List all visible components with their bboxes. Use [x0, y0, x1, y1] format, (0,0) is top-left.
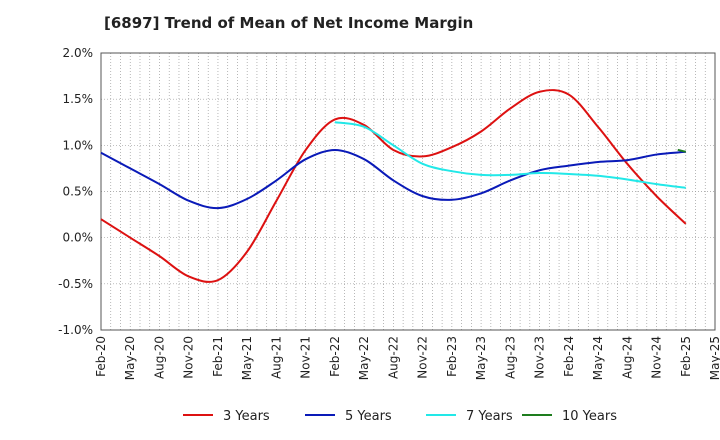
x-tick-label: Feb-25 — [679, 336, 693, 377]
x-tick-label: May-20 — [123, 336, 137, 380]
grid-lines — [101, 52, 715, 331]
x-tick-label: Aug-21 — [269, 336, 283, 379]
y-tick-label: 0.5% — [63, 185, 94, 199]
series-lines — [100, 89, 687, 283]
chart-title: [6897] Trend of Mean of Net Income Margi… — [104, 14, 474, 32]
x-tick-label: May-23 — [474, 336, 488, 380]
legend-label: 7 Years — [466, 409, 513, 424]
x-tick-label: Nov-20 — [182, 336, 196, 379]
series-line-10-years — [677, 148, 687, 153]
legend-label: 3 Years — [223, 409, 270, 424]
series-line-7-years — [334, 121, 686, 189]
y-tick-label: -1.0% — [58, 323, 93, 337]
x-tick-label: May-25 — [708, 336, 720, 380]
x-tick-label: Feb-23 — [445, 336, 459, 377]
x-tick-label: Nov-24 — [650, 336, 664, 379]
x-tick-label: May-21 — [240, 336, 254, 380]
x-tick-label: Feb-21 — [211, 336, 225, 377]
y-tick-label: -0.5% — [58, 277, 93, 291]
legend: 3 Years 5 Years 7 Years 10 Years — [183, 409, 617, 424]
x-tick-label: May-24 — [591, 336, 605, 380]
legend-label: 10 Years — [562, 409, 617, 424]
x-tick-label: Aug-20 — [152, 336, 166, 379]
x-tick-label: Aug-22 — [386, 336, 400, 379]
x-tick-label: May-22 — [357, 336, 371, 380]
plot-frame — [100, 52, 716, 331]
x-tick-label: Nov-23 — [533, 336, 547, 379]
x-tick-label: Nov-21 — [299, 336, 313, 379]
y-tick-label: 1.0% — [63, 138, 94, 152]
x-tick-label: Nov-22 — [416, 336, 430, 379]
y-tick-label: 2.0% — [63, 46, 94, 60]
series-line-3-years — [100, 89, 687, 283]
x-tick-label: Aug-23 — [503, 336, 517, 379]
x-tick-label: Aug-24 — [620, 336, 634, 379]
series-line-5-years — [100, 148, 686, 210]
x-tick-label: Feb-24 — [562, 336, 576, 377]
y-tick-label: 1.5% — [63, 92, 94, 106]
x-tick-label: Feb-22 — [328, 336, 342, 377]
y-tick-label: 0.0% — [63, 231, 94, 245]
legend-label: 5 Years — [345, 409, 392, 424]
axes: 2.0% 1.5% 1.0% 0.5% 0.0% -0.5% -1.0%Feb-20 May-… — [58, 46, 720, 380]
x-tick-label: Feb-20 — [94, 336, 108, 377]
